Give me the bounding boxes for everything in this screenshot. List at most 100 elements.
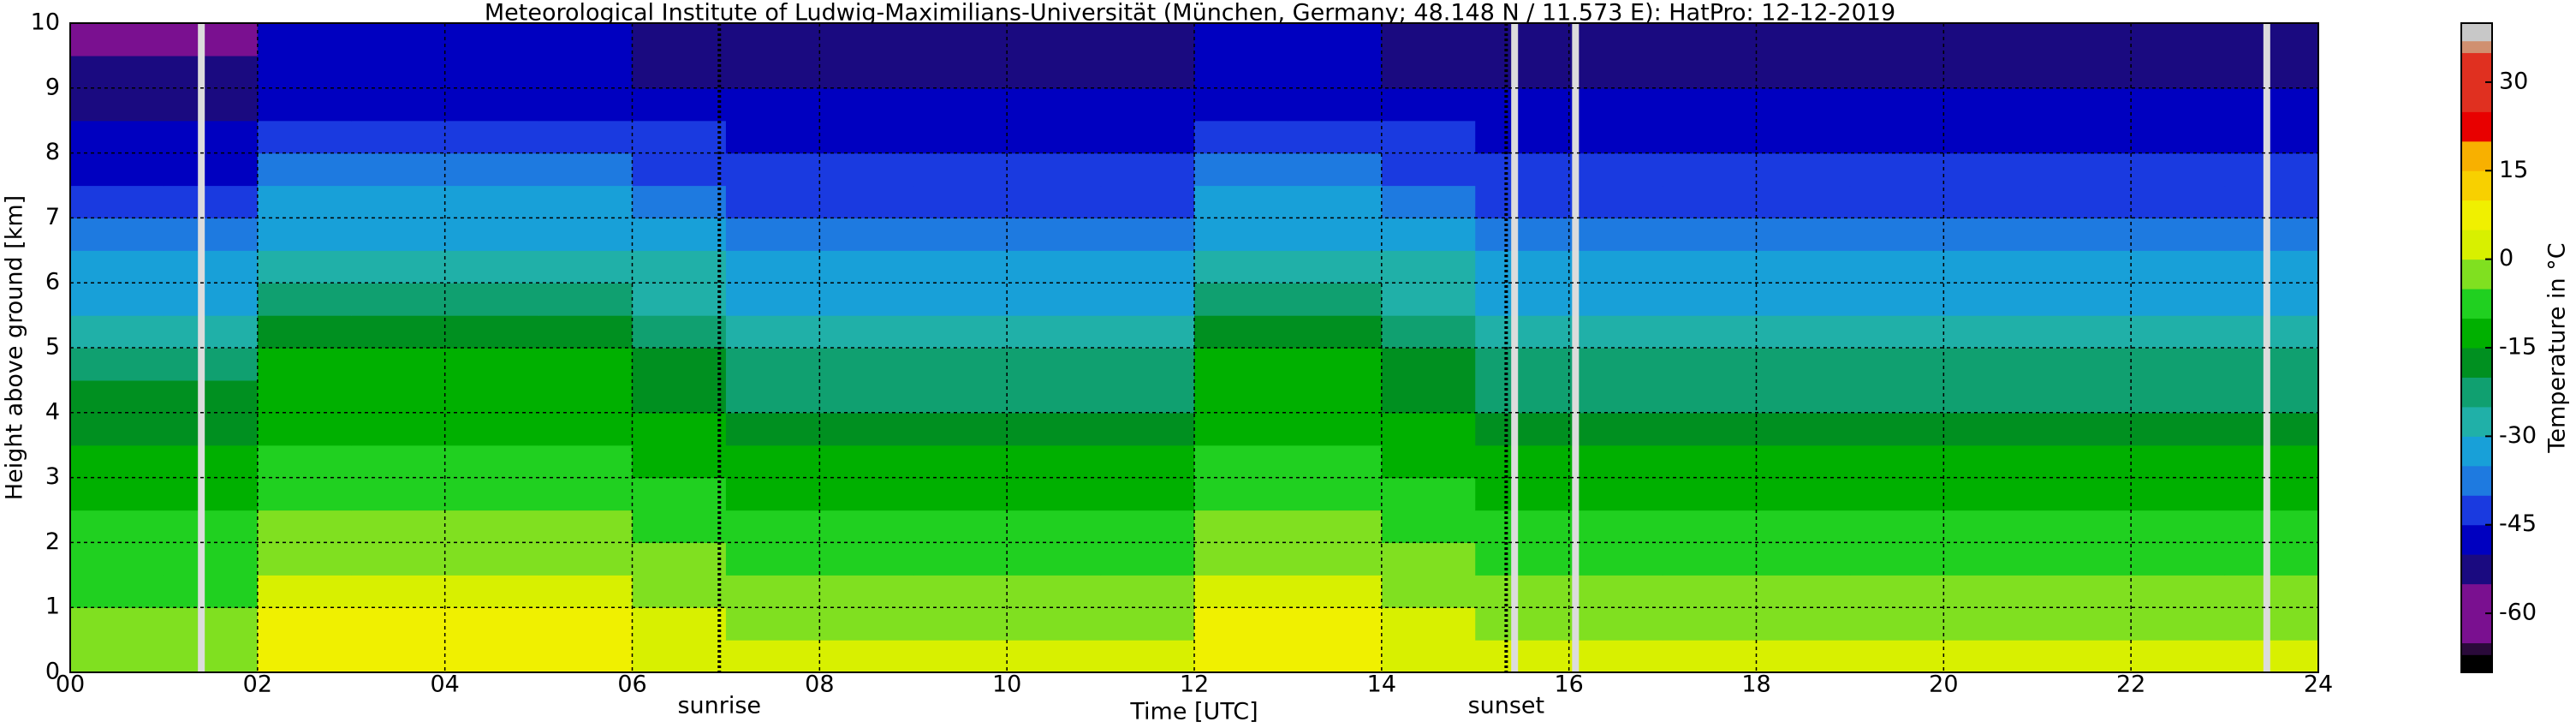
heat-cell: [1568, 379, 1663, 414]
heat-cell: [913, 120, 1008, 154]
heat-cell: [725, 283, 820, 316]
heat-cell: [632, 607, 727, 641]
heat-cell: [2037, 87, 2132, 122]
heat-cell: [351, 607, 446, 641]
heat-cell: [444, 218, 539, 251]
heat-cell: [1568, 120, 1663, 154]
heat-cell: [2037, 379, 2132, 414]
heat-cell: [1194, 283, 1289, 316]
heat-cell: [1100, 412, 1195, 446]
heat-cell: [351, 315, 446, 349]
heat-cell: [1849, 348, 1944, 381]
heat-cell: [819, 283, 914, 316]
heat-cell: [538, 477, 634, 511]
heat-cell: [444, 185, 539, 218]
heat-cell: [538, 250, 634, 283]
heat-cell: [1475, 510, 1570, 543]
heat-cell: [1381, 542, 1476, 576]
heat-cell: [2131, 379, 2226, 414]
heat-cell: [632, 575, 727, 608]
heat-cell: [1568, 640, 1663, 673]
heat-cell: [538, 445, 634, 479]
heat-cell: [1381, 445, 1476, 479]
heat-cell: [70, 315, 165, 349]
x-tick-label: 06: [617, 671, 646, 698]
heat-cell: [1663, 87, 1758, 122]
heat-cell: [1007, 23, 1102, 57]
heat-cell: [1756, 152, 1851, 187]
heat-cell: [632, 477, 727, 511]
heat-cell: [632, 445, 727, 479]
heat-cell: [2131, 250, 2226, 283]
heat-cell: [1475, 348, 1570, 381]
y-tick-label: 0: [45, 659, 60, 685]
x-tick-label: 18: [1741, 671, 1770, 698]
heat-cell: [538, 379, 634, 414]
heat-cell: [351, 87, 446, 122]
heat-cell: [1475, 120, 1570, 154]
heat-cell: [913, 23, 1008, 57]
heat-cell: [1756, 607, 1851, 641]
heat-cell: [1849, 640, 1944, 673]
heat-cell: [2131, 315, 2226, 349]
heat-cell: [1381, 412, 1476, 446]
heat-cell: [1756, 412, 1851, 446]
heat-cell: [1663, 607, 1758, 641]
heat-cell: [1288, 445, 1383, 479]
heat-cell: [1475, 152, 1570, 187]
heat-cell: [819, 575, 914, 608]
heat-cell: [1194, 23, 1289, 57]
y-tick-label: 3: [45, 463, 60, 490]
heat-cell: [164, 348, 259, 381]
heat-cell: [1756, 55, 1851, 89]
heat-cell: [819, 412, 914, 446]
heat-cell: [819, 379, 914, 414]
heat-cell: [1288, 640, 1383, 673]
heat-cell: [1100, 152, 1195, 187]
heat-cell: [1007, 152, 1102, 187]
heat-cell: [1663, 55, 1758, 89]
heat-cell: [444, 379, 539, 414]
heat-cell: [1288, 218, 1383, 251]
heat-cell: [70, 607, 165, 641]
heat-cell: [725, 23, 820, 57]
heat-cell: [444, 348, 539, 381]
heat-cell: [1756, 23, 1851, 57]
heat-cell: [257, 185, 352, 218]
heat-cell: [257, 348, 352, 381]
heat-cell: [632, 55, 727, 89]
heat-cell: [1849, 542, 1944, 576]
heat-cell: [725, 218, 820, 251]
heat-cell: [913, 87, 1008, 122]
colorbar-segment: [2461, 259, 2492, 289]
heat-cell: [1100, 185, 1195, 218]
heat-cell: [1194, 348, 1289, 381]
heat-cell: [725, 542, 820, 576]
heat-cell: [2037, 640, 2132, 673]
heat-cell: [164, 218, 259, 251]
heat-cell: [538, 640, 634, 673]
heat-cell: [444, 575, 539, 608]
heat-cell: [1756, 348, 1851, 381]
heat-cell: [1568, 607, 1663, 641]
heat-cell: [1568, 412, 1663, 446]
heat-cell: [2131, 120, 2226, 154]
heat-cell: [1568, 445, 1663, 479]
heat-cell: [2224, 218, 2319, 251]
heat-cell: [2224, 348, 2319, 381]
heat-cell: [164, 640, 259, 673]
heat-cell: [1194, 510, 1289, 543]
heat-cell: [1194, 315, 1289, 349]
heat-cell: [819, 510, 914, 543]
heat-cell: [257, 379, 352, 414]
heat-cell: [1381, 87, 1476, 122]
heat-cell: [1007, 510, 1102, 543]
heat-cell: [1194, 542, 1289, 576]
heat-cell: [2224, 575, 2319, 608]
heat-cell: [1663, 23, 1758, 57]
heat-cell: [2131, 575, 2226, 608]
heat-cell: [538, 510, 634, 543]
heat-cell: [725, 152, 820, 187]
heat-cell: [819, 607, 914, 641]
